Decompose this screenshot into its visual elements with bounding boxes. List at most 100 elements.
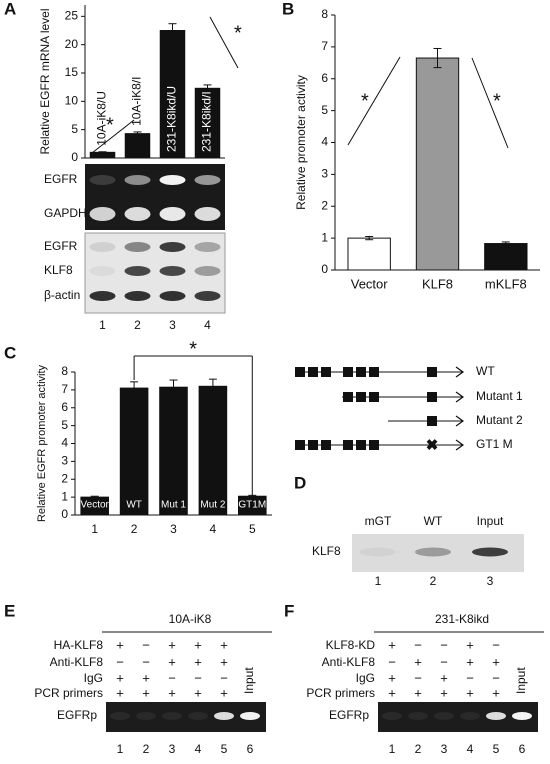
row-label: β-actin: [44, 288, 80, 302]
y-tick-label: 3: [321, 167, 328, 181]
row-label: KLF8: [312, 544, 341, 558]
sign: −: [168, 670, 176, 685]
y-tick-label: 8: [321, 7, 328, 21]
bar-label: Mut 2: [200, 500, 225, 511]
arrowhead: [455, 439, 465, 451]
sign: +: [466, 685, 474, 700]
sign: −: [142, 654, 150, 669]
bar: [347, 237, 391, 271]
row-label: Anti-KLF8: [50, 655, 104, 669]
panel-label: B: [282, 0, 294, 18]
construct-label: Mutant 2: [476, 413, 523, 427]
band: [194, 291, 221, 301]
row-label: EGFRp: [57, 708, 97, 722]
y-tick-label: 2: [61, 471, 68, 485]
x-tick-label: 4: [210, 522, 217, 536]
category-label: 231-K8ikd/I: [200, 91, 214, 152]
arrowhead: [455, 366, 465, 378]
sign: −: [440, 654, 448, 669]
binding-site: [343, 367, 353, 377]
lane-number: 2: [143, 742, 150, 756]
sign: −: [492, 637, 500, 652]
band: [460, 712, 480, 720]
binding-site: [356, 440, 366, 450]
band: [159, 242, 186, 252]
binding-site: [356, 392, 366, 402]
band: [89, 207, 116, 221]
y-axis-label: Relative EGFR mRNA level: [38, 8, 52, 154]
lane-number: 1: [99, 318, 106, 332]
y-tick-label: 7: [61, 382, 68, 396]
row-label: GAPDH: [44, 206, 87, 220]
lane-number: 5: [493, 742, 500, 756]
band: [159, 266, 186, 276]
bar: [119, 387, 149, 516]
y-tick-label: 20: [65, 37, 79, 51]
row-label: Anti-KLF8: [322, 655, 376, 669]
sign: +: [116, 670, 124, 685]
binding-site: [369, 392, 379, 402]
y-tick-label: 5: [61, 418, 68, 432]
annotation: *: [361, 90, 369, 112]
band: [159, 207, 186, 221]
sign: −: [194, 670, 202, 685]
panel-label: E: [4, 601, 15, 620]
binding-site: [308, 367, 318, 377]
sign: +: [116, 685, 124, 700]
error-bar: [208, 378, 217, 394]
panel-label: A: [4, 0, 16, 18]
binding-site: [356, 367, 366, 377]
row-label: PCR primers: [34, 686, 103, 700]
y-tick-label: 1: [321, 230, 328, 244]
category-label: 10A-iK8/U: [95, 91, 109, 146]
error-bar: [90, 495, 99, 499]
lane-number: 4: [204, 318, 211, 332]
band: [89, 291, 116, 301]
sign: −: [116, 654, 124, 669]
binding-site: [427, 392, 437, 402]
column-label: WT: [424, 514, 443, 528]
lane-number: 2: [134, 318, 141, 332]
panel-label: D: [294, 473, 306, 492]
band: [110, 712, 130, 720]
bar: [198, 385, 228, 516]
sign: −: [414, 670, 422, 685]
error-bar: [169, 379, 178, 395]
error-bar: [203, 84, 212, 93]
binding-site: [343, 392, 353, 402]
binding-site: [427, 416, 437, 426]
input-label: Input: [242, 667, 256, 694]
binding-site: [308, 440, 318, 450]
band: [159, 175, 186, 185]
sign: +: [492, 685, 500, 700]
y-tick-label: 15: [65, 65, 79, 79]
sign: +: [466, 637, 474, 652]
bar-label: Vector: [81, 500, 110, 511]
arrowhead: [455, 415, 465, 427]
row-label: PCR primers: [306, 686, 375, 700]
gel: [378, 702, 538, 732]
bar: [415, 57, 460, 271]
band: [486, 712, 506, 720]
lane-number: 3: [169, 742, 176, 756]
sign: +: [168, 685, 176, 700]
significance-line: [471, 57, 509, 149]
lane-number: 1: [375, 574, 382, 588]
y-tick-label: 0: [71, 150, 78, 164]
sign: −: [142, 637, 150, 652]
bar: [159, 30, 186, 159]
sign: +: [220, 637, 228, 652]
binding-site: [321, 367, 331, 377]
bar-label: Mut 1: [161, 500, 186, 511]
lane-number: 2: [415, 742, 422, 756]
x-tick-label: 1: [91, 522, 98, 536]
row-label: EGFRp: [329, 708, 369, 722]
y-tick-label: 6: [61, 400, 68, 414]
sign: +: [440, 670, 448, 685]
lane-number: 6: [247, 742, 254, 756]
y-tick-label: 0: [61, 507, 68, 521]
sign: +: [220, 685, 228, 700]
category-label: 231-K8ikd/U: [165, 86, 179, 152]
band: [194, 175, 221, 185]
